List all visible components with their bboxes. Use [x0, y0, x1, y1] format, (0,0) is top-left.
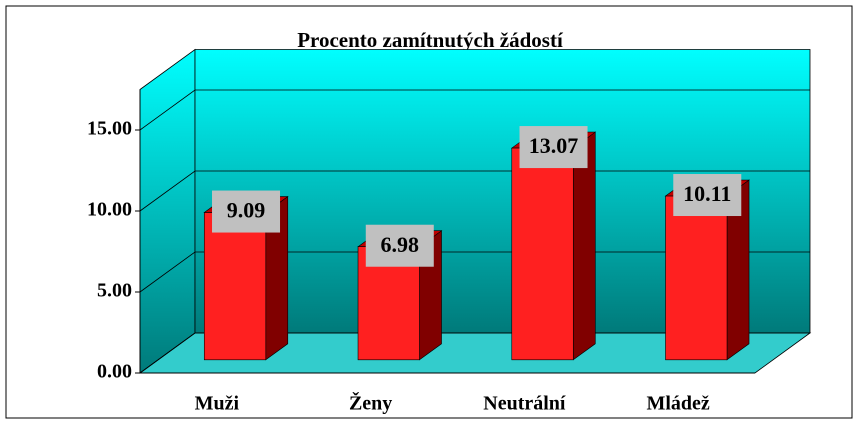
data-label-box [673, 174, 742, 217]
x-tick-label: Neutrální [483, 393, 566, 415]
chart-title: Procento zamítnutých žádostí [297, 28, 564, 52]
data-label: 9.09 [227, 198, 266, 223]
y-tick-label: 15.00 [87, 118, 132, 140]
x-tick-label: Ženy [349, 391, 392, 415]
data-label-box [365, 224, 434, 267]
grid-line [139, 332, 810, 374]
grid-line [139, 89, 810, 131]
data-label-box [519, 126, 588, 169]
data-label-box [212, 190, 281, 233]
x-tick-label: Muži [195, 393, 240, 415]
grid-line [139, 251, 810, 293]
bar-front [665, 195, 728, 361]
bar-front [203, 212, 267, 361]
data-label: 10.11 [683, 181, 731, 206]
y-tick-label: 0.00 [97, 361, 132, 383]
grid-line [139, 170, 810, 212]
y-tick-label: 10.00 [87, 199, 132, 221]
x-tick-label: Mládež [646, 393, 709, 415]
data-label: 6.98 [381, 232, 420, 257]
bar-front [511, 147, 574, 361]
data-label: 13.07 [529, 133, 579, 158]
side-wall [139, 48, 196, 374]
y-tick-label: 5.00 [97, 280, 132, 302]
